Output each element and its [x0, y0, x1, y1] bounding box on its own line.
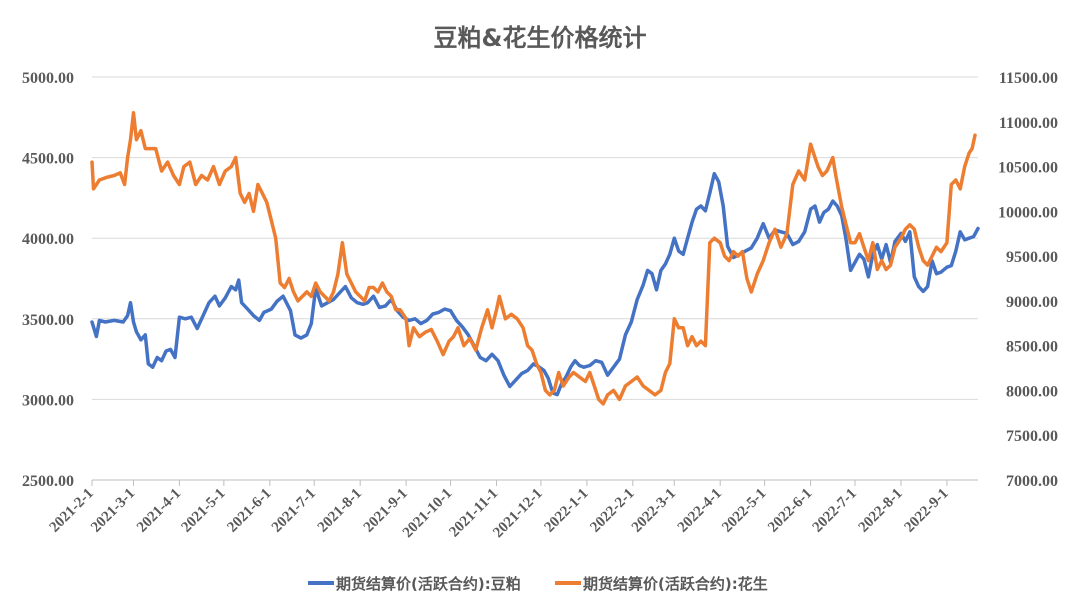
- x-tick-label: 2021-10-1: [400, 486, 456, 542]
- y-right-tick-label: 11500.00: [999, 70, 1058, 87]
- y-right-tick-label: 11000.00: [999, 115, 1058, 132]
- legend: 期货结算价(活跃合约):豆粕 期货结算价(活跃合约):花生: [308, 575, 768, 593]
- series-lines: [90, 111, 980, 406]
- gridlines: [92, 76, 978, 400]
- y-left-tick-label: 5000.00: [22, 70, 74, 87]
- x-tick-label: 2021-12-1: [490, 486, 546, 542]
- x-tick-label: 2022-1-1: [541, 486, 591, 536]
- x-tick-label: 2022-9-1: [902, 486, 952, 536]
- legend-label-soymeal: 期货结算价(活跃合约):豆粕: [336, 575, 521, 593]
- y-right-tick-label: 7500.00: [1006, 428, 1058, 445]
- x-tick-label: 2021-5-1: [178, 486, 228, 536]
- y-right-tick-label: 7000.00: [1006, 473, 1058, 490]
- x-tick-label: 2021-8-1: [315, 486, 365, 536]
- y-right-tick-label: 10000.00: [998, 204, 1058, 221]
- x-tick-label: 2022-5-1: [719, 486, 769, 536]
- y-left-tick-label: 3500.00: [22, 312, 74, 329]
- x-tick-label: 2021-2-1: [47, 486, 97, 536]
- x-tick-label: 2021-4-1: [134, 486, 184, 536]
- x-tick-label: 2022-2-1: [587, 486, 637, 536]
- x-tick-label: 2022-4-1: [675, 486, 725, 536]
- y-right-tick-label: 8500.00: [1006, 339, 1058, 356]
- x-tick-label: 2021-3-1: [88, 486, 138, 536]
- y-right-tick-label: 10500.00: [998, 160, 1058, 177]
- y-left-tick-label: 4000.00: [22, 231, 74, 248]
- x-tick-label: 2022-6-1: [765, 486, 815, 536]
- y-left-tick-label: 2500.00: [22, 473, 74, 490]
- series-line-soymeal: [90, 171, 980, 397]
- x-tick-label: 2022-8-1: [856, 486, 906, 536]
- x-tick-label: 2021-7-1: [269, 486, 319, 536]
- x-tick-label: 2022-7-1: [810, 486, 860, 536]
- x-tick-label: 2022-3-1: [629, 486, 679, 536]
- y-left-tick-label: 4500.00: [22, 151, 74, 168]
- series-line-peanut: [90, 111, 977, 406]
- legend-label-peanut: 期货结算价(活跃合约):花生: [583, 575, 768, 593]
- y-right-tick-label: 9000.00: [1006, 294, 1058, 311]
- x-tick-label: 2021-6-1: [224, 486, 274, 536]
- chart-title: 豆粕&花生价格统计: [434, 24, 647, 52]
- y-right-tick-label: 8000.00: [1006, 383, 1058, 400]
- y-right-tick-label: 9500.00: [1006, 249, 1058, 266]
- y-left-tick-label: 3000.00: [22, 392, 74, 409]
- axes: 5000.00 4500.00 4000.00 3500.00 3000.00 2500.…: [22, 70, 1058, 541]
